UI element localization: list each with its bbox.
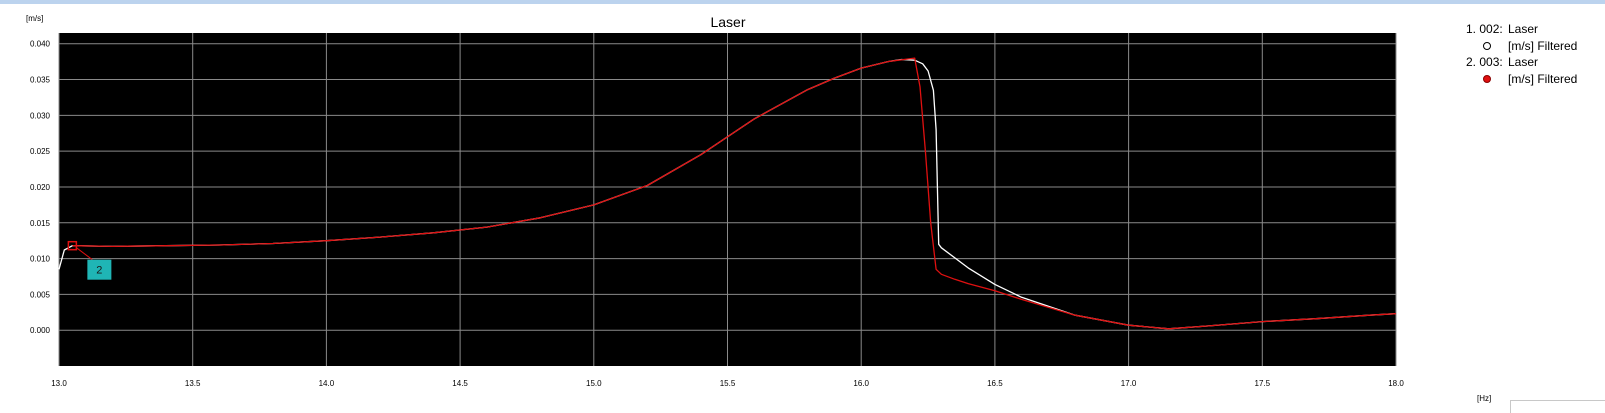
annotation-marker <box>67 240 78 251</box>
y-tick-label: 0.005 <box>30 290 51 299</box>
legend-series-name: Laser <box>1508 22 1539 36</box>
legend-series-unit: [m/s] Filtered <box>1508 72 1578 86</box>
annotation-box <box>87 259 112 280</box>
open-circle-icon <box>1483 42 1491 50</box>
legend-entry-1[interactable]: 1. 002: Laser [m/s] Filtered <box>1466 22 1601 55</box>
x-tick-label: 14.0 <box>319 379 335 388</box>
window-top-border <box>0 0 1605 4</box>
y-tick-label: 0.040 <box>30 40 51 49</box>
annotation-leader <box>76 247 93 261</box>
series-line-2 <box>72 57 1397 330</box>
x-tick-label: 13.5 <box>185 379 201 388</box>
legend-index: 1. 002: <box>1466 22 1503 36</box>
filled-circle-icon <box>1483 75 1491 83</box>
x-tick-label: 15.0 <box>586 379 602 388</box>
y-tick-label: 0.000 <box>30 326 51 335</box>
chart-title: Laser <box>710 14 745 30</box>
y-tick-label: 0.010 <box>30 255 51 264</box>
x-tick-label: 18.0 <box>1388 379 1404 388</box>
y-tick-label: 0.025 <box>30 147 51 156</box>
legend-series-name: Laser <box>1508 55 1539 69</box>
x-axis-unit: [Hz] <box>1477 394 1491 403</box>
y-tick-label: 0.030 <box>30 111 51 120</box>
legend-entry-2[interactable]: 2. 003: Laser [m/s] Filtered <box>1466 55 1601 88</box>
x-tick-label: 17.0 <box>1121 379 1137 388</box>
x-tick-label: 16.5 <box>987 379 1003 388</box>
x-tick-label: 15.5 <box>720 379 736 388</box>
legend-series-unit: [m/s] Filtered <box>1508 39 1578 53</box>
x-tick-label: 16.0 <box>853 379 869 388</box>
annotation-label: 2 <box>96 265 102 277</box>
y-axis-unit: [m/s] <box>26 14 43 23</box>
y-tick-label: 0.015 <box>30 219 51 228</box>
legend-index: 2. 003: <box>1466 55 1503 69</box>
y-tick-label: 0.020 <box>30 183 51 192</box>
x-tick-label: 13.0 <box>51 379 67 388</box>
y-tick-label: 0.035 <box>30 76 51 85</box>
x-tick-label: 17.5 <box>1255 379 1271 388</box>
chart-legend: 1. 002: Laser [m/s] Filtered 2. 003: Las… <box>1466 22 1601 88</box>
x-tick-label: 14.5 <box>452 379 468 388</box>
frame-corner <box>1510 400 1605 413</box>
